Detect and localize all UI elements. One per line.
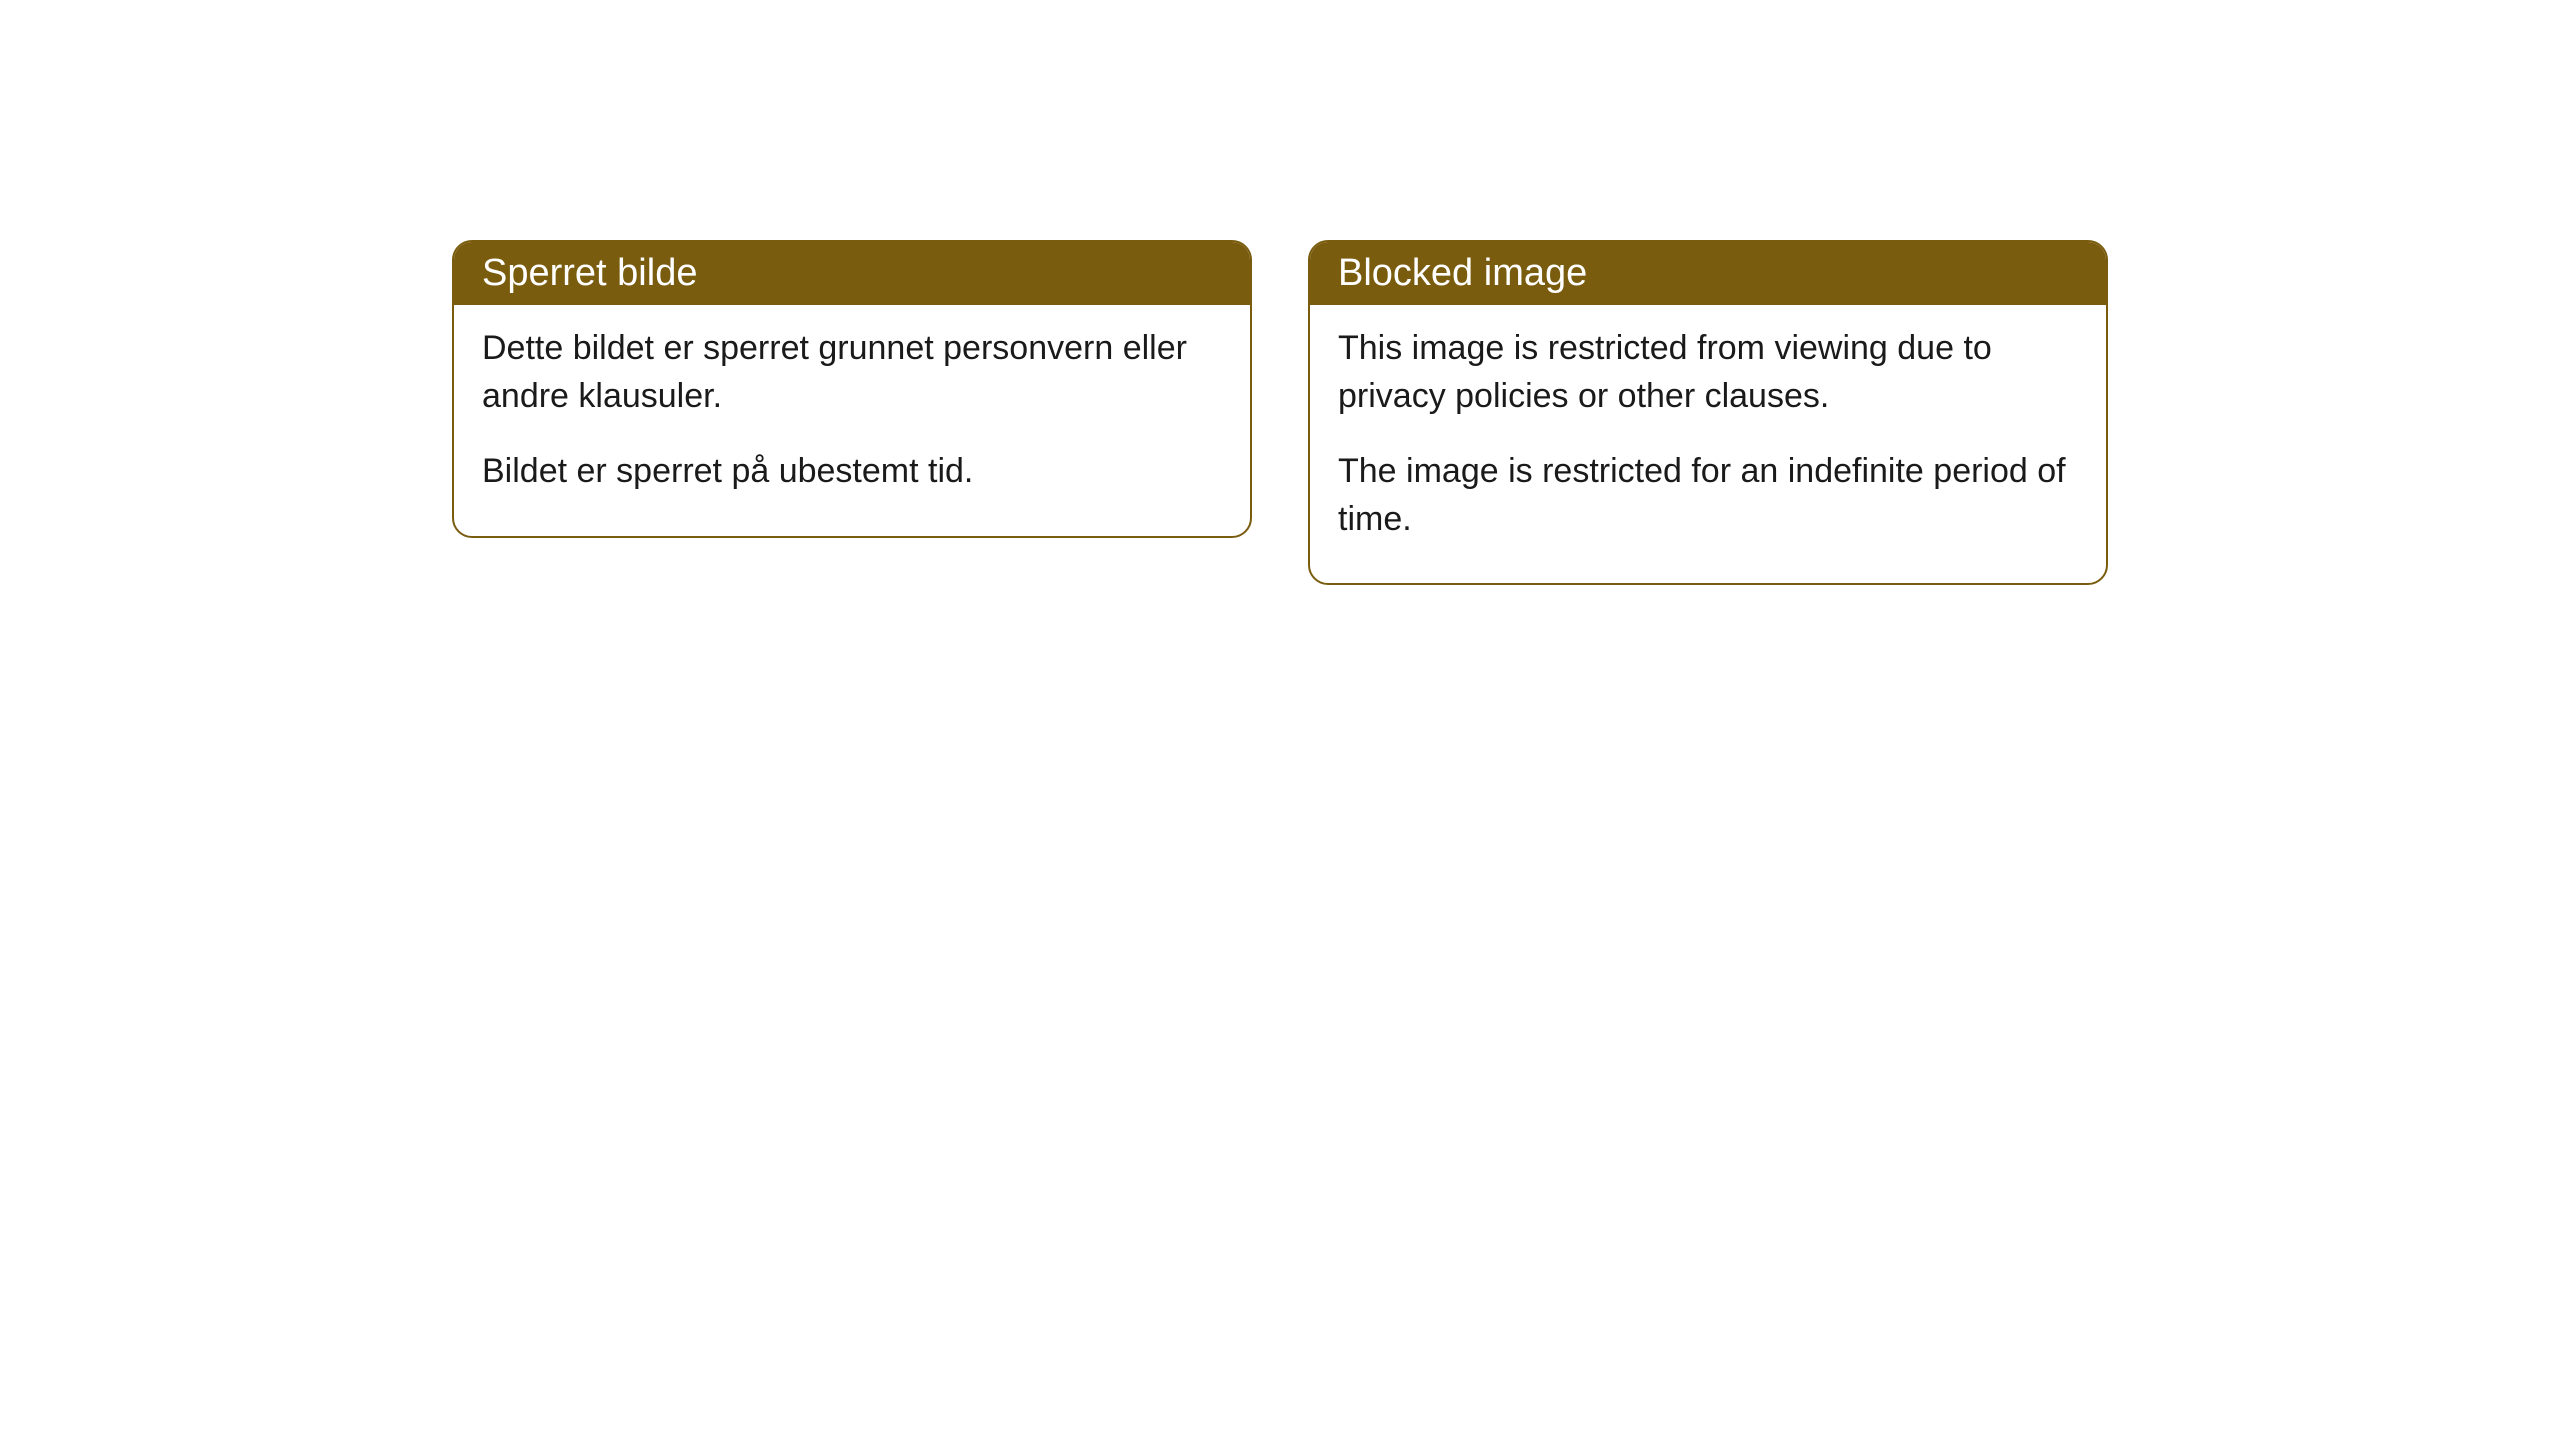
- blocked-image-card-english: Blocked image This image is restricted f…: [1308, 240, 2108, 585]
- card-body-english: This image is restricted from viewing du…: [1310, 305, 2106, 583]
- card-header-norwegian: Sperret bilde: [454, 242, 1250, 305]
- blocked-image-card-norwegian: Sperret bilde Dette bildet er sperret gr…: [452, 240, 1252, 538]
- card-paragraph-1-english: This image is restricted from viewing du…: [1338, 325, 2078, 420]
- card-title-norwegian: Sperret bilde: [482, 252, 697, 294]
- card-paragraph-1-norwegian: Dette bildet er sperret grunnet personve…: [482, 325, 1222, 420]
- card-body-norwegian: Dette bildet er sperret grunnet personve…: [454, 305, 1250, 536]
- card-paragraph-2-norwegian: Bildet er sperret på ubestemt tid.: [482, 448, 1222, 496]
- card-paragraph-2-english: The image is restricted for an indefinit…: [1338, 448, 2078, 543]
- card-title-english: Blocked image: [1338, 252, 1587, 294]
- card-header-english: Blocked image: [1310, 242, 2106, 305]
